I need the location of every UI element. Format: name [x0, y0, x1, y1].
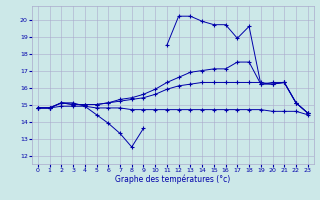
X-axis label: Graphe des températures (°c): Graphe des températures (°c)	[115, 175, 230, 184]
